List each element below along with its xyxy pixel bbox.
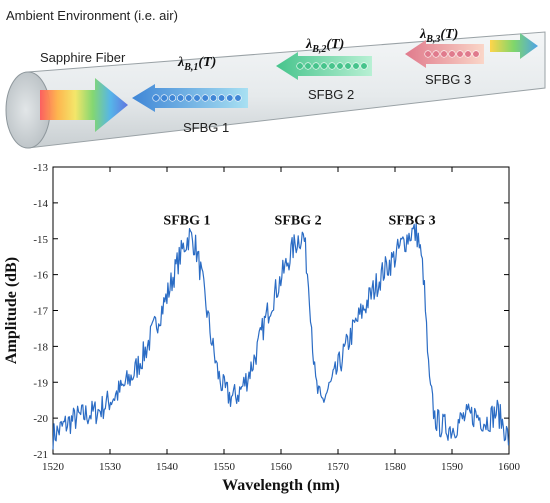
y-tick-label: -16 <box>33 270 48 282</box>
grating-2-wavelength: λB,2(T) <box>305 37 344 55</box>
grating-2-bead <box>304 62 312 70</box>
y-tick-label: -14 <box>33 198 48 210</box>
grating-2-beads <box>296 62 368 70</box>
grating-1-wavelength: λB,1(T) <box>177 55 216 73</box>
grating-3-bead <box>456 50 464 58</box>
y-tick-label: -21 <box>33 449 48 461</box>
grating-1-label: SFBG 1 <box>183 120 229 135</box>
grating-2-bead <box>312 62 320 70</box>
x-tick-label: 1590 <box>441 461 464 473</box>
grating-3-beads <box>424 50 480 58</box>
grating-3-bead <box>440 50 448 58</box>
grating-3-bead <box>432 50 440 58</box>
grating-1-bead <box>185 94 193 102</box>
plot-frame <box>52 166 510 455</box>
grating-2-bead <box>360 62 368 70</box>
grating-3-wavelength: λB,3(T) <box>419 27 458 45</box>
spectrum-chart: -13 -14 -15 -16 -17 -18 -19 -20 -21 1520 1530 1540… <box>3 162 521 494</box>
grating-sfbg-1: λB,1(T) SFBG 1 <box>132 55 248 135</box>
grating-2-bead <box>296 62 304 70</box>
x-tick-label: 1580 <box>384 461 407 473</box>
x-tick-label: 1600 <box>498 461 521 473</box>
x-axis: 1520 1530 1540 1550 1560 1570 1580 1590 1600 <box>42 167 521 473</box>
grating-1-bead <box>152 94 160 102</box>
y-tick-label: -19 <box>33 377 48 389</box>
peak-label-sfbg-3: SFBG 3 <box>389 213 436 228</box>
x-tick-label: 1550 <box>213 461 236 473</box>
grating-2-label: SFBG 2 <box>308 87 354 102</box>
y-tick-label: -13 <box>33 162 48 174</box>
grating-1-bead <box>209 94 217 102</box>
grating-1-bead <box>201 94 209 102</box>
x-tick-label: 1520 <box>42 461 65 473</box>
grating-1-bead <box>160 94 168 102</box>
grating-1-bead <box>226 94 234 102</box>
grating-2-bead <box>320 62 328 70</box>
y-axis-label: Amplitude (dB) <box>3 257 20 364</box>
environment-caption: Ambient Environment (i.e. air) <box>6 8 178 23</box>
grating-1-bead <box>177 94 185 102</box>
peak-label-sfbg-1: SFBG 1 <box>163 213 210 228</box>
peak-annotations: SFBG 1 SFBG 2 SFBG 3 <box>163 213 435 228</box>
peak-label-sfbg-2: SFBG 2 <box>275 213 322 228</box>
x-tick-label: 1560 <box>270 461 293 473</box>
input-light-arrow <box>490 33 538 59</box>
y-axis: -13 -14 -15 -16 -17 -18 -19 -20 -21 <box>33 162 509 461</box>
grating-2-bead <box>336 62 344 70</box>
grating-1-bead <box>218 94 226 102</box>
y-tick-label: -20 <box>33 413 48 425</box>
spectrum-line <box>52 222 510 450</box>
grating-1-bead <box>234 94 242 102</box>
grating-3-bead <box>472 50 480 58</box>
fiber-label: Sapphire Fiber <box>40 50 126 65</box>
grating-2-bead <box>328 62 336 70</box>
y-tick-label: -17 <box>33 306 48 318</box>
x-tick-label: 1530 <box>99 461 122 473</box>
grating-1-beads <box>152 94 242 102</box>
grating-3-label: SFBG 3 <box>425 72 471 87</box>
grating-2-bead <box>352 62 360 70</box>
grating-sfbg-2: λB,2(T) SFBG 2 <box>276 37 372 102</box>
y-tick-label: -15 <box>33 234 48 246</box>
grating-sfbg-3: λB,3(T) SFBG 3 <box>405 27 484 87</box>
grating-3-bead <box>464 50 472 58</box>
grating-3-bead <box>424 50 432 58</box>
x-axis-label: Wavelength (nm) <box>222 477 340 494</box>
grating-1-bead <box>193 94 201 102</box>
y-tick-label: -18 <box>33 341 48 353</box>
grating-3-bead <box>448 50 456 58</box>
x-tick-label: 1570 <box>327 461 350 473</box>
x-tick-label: 1540 <box>156 461 179 473</box>
fiber-diagram: Sapphire Fiber λB,1(T) SFBG 1 λB,2(T) SF… <box>5 27 546 149</box>
output-light-arrow <box>40 78 128 132</box>
grating-1-bead <box>168 94 176 102</box>
grating-2-bead <box>344 62 352 70</box>
